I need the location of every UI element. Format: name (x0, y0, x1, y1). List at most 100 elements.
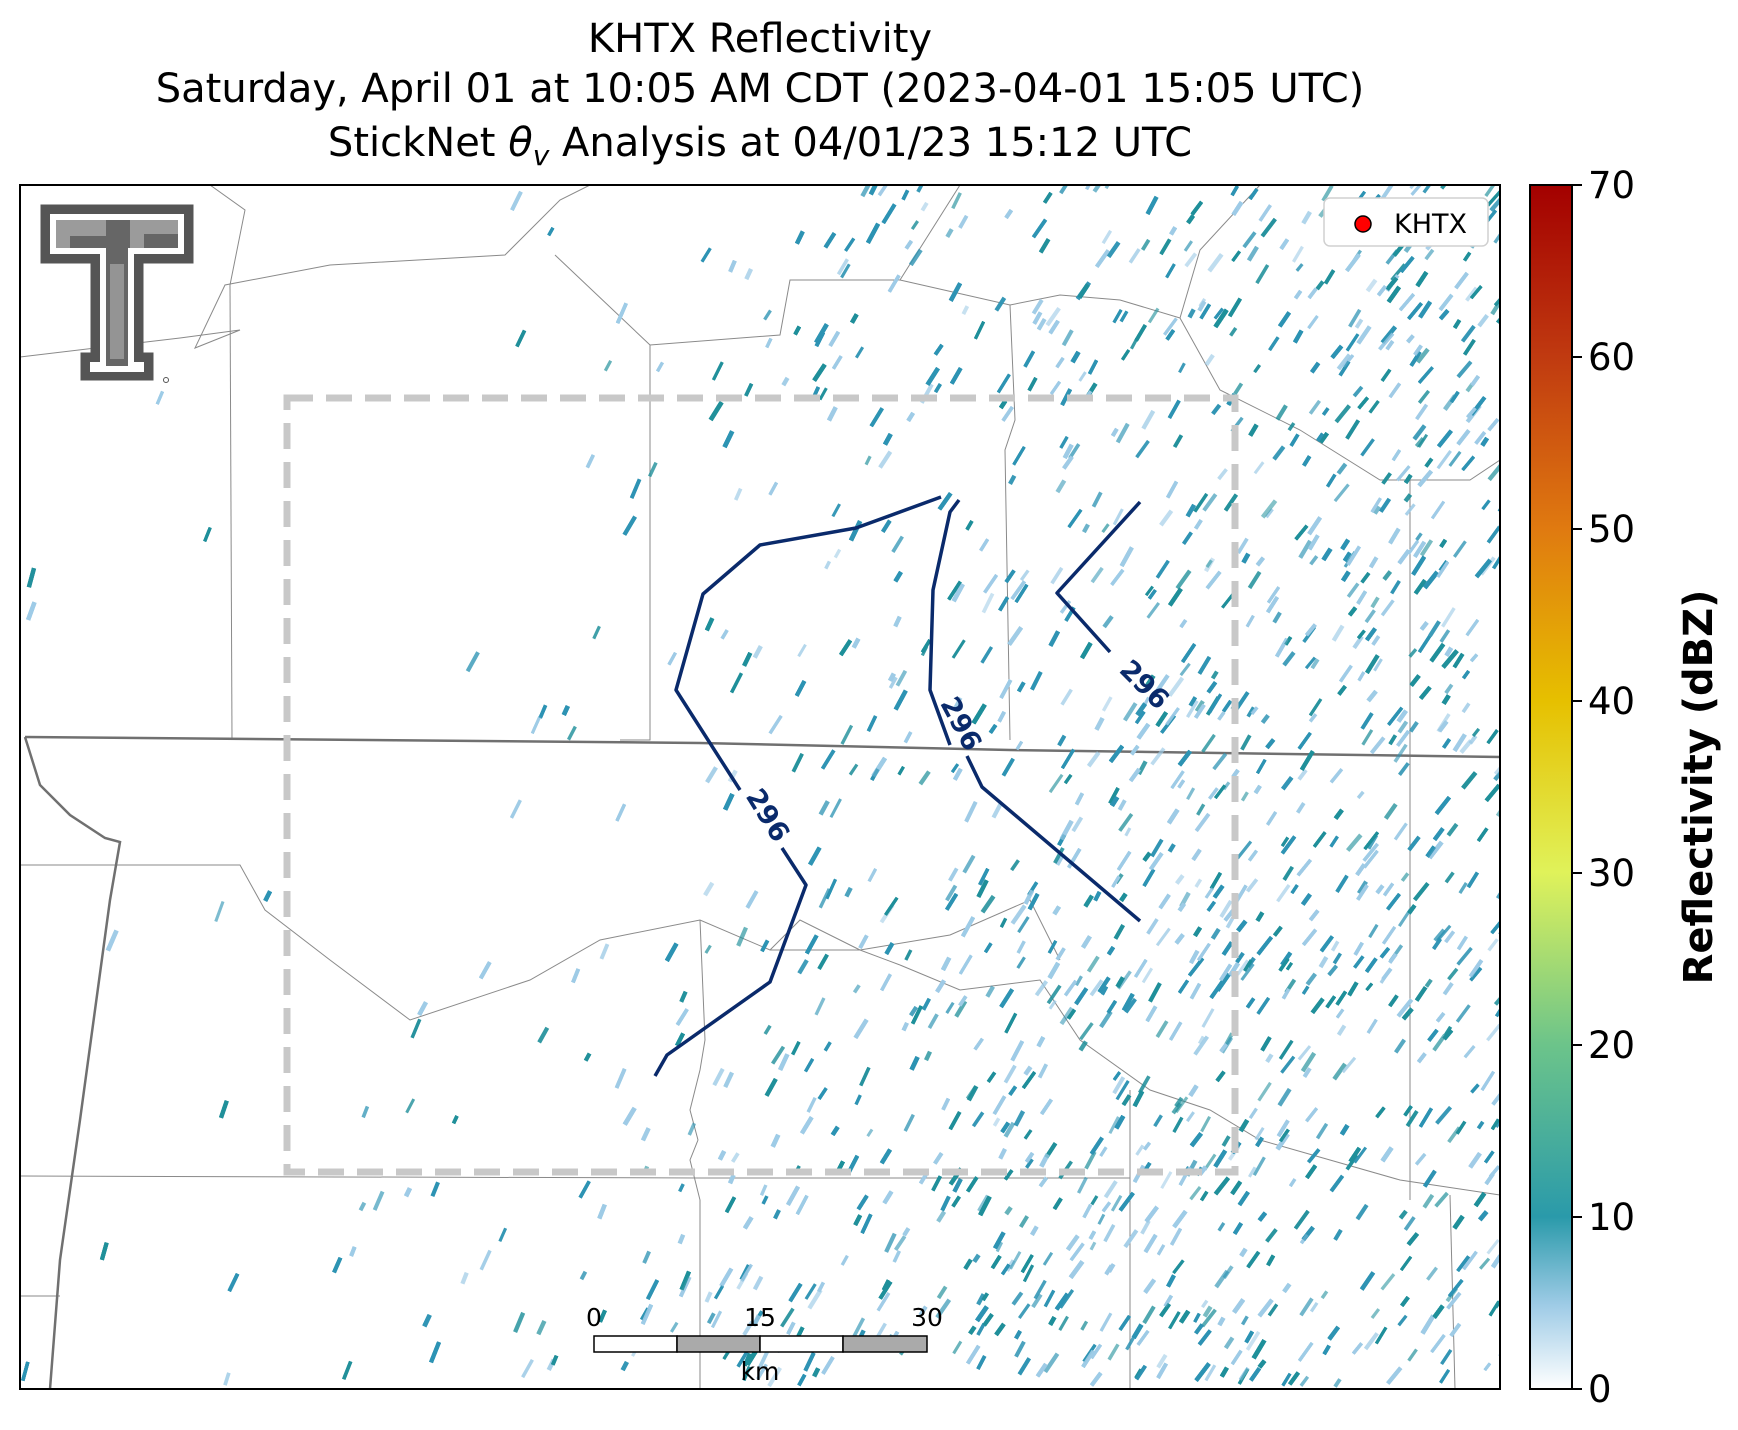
echo-gate (781, 376, 790, 387)
echo-gate (1023, 1065, 1033, 1076)
echo-gate (1365, 982, 1374, 992)
echo-gate (342, 1360, 353, 1380)
echo-gate (817, 1281, 825, 1293)
echo-gate (1444, 871, 1455, 884)
echo-gate (877, 185, 891, 197)
echo-gate (1356, 590, 1368, 605)
echo-gate (945, 1001, 955, 1014)
echo-gate (1137, 1075, 1151, 1094)
echo-gate (839, 639, 853, 657)
echo-gate (1177, 779, 1186, 789)
echo-gate (679, 1270, 691, 1291)
echo-gate (1427, 840, 1444, 860)
echo-gate (1388, 994, 1399, 1008)
echo-gate (1302, 928, 1318, 946)
echo-gate (958, 995, 968, 1007)
echo-gate (1053, 847, 1065, 864)
echo-gate (1167, 676, 1185, 697)
echo-gate (1348, 308, 1362, 328)
echo-gate (1371, 635, 1381, 646)
contour-line-center (928, 498, 961, 746)
echo-gate (848, 763, 859, 776)
echo-gate (1110, 795, 1120, 807)
echo-gate (723, 1071, 734, 1088)
scale-bar-seg-4 (842, 1335, 928, 1353)
echo-gate (1277, 311, 1291, 328)
echo-gate (1112, 1071, 1121, 1081)
echo-gate (1428, 620, 1441, 637)
echo-gate (1256, 759, 1267, 775)
echo-gate (764, 1077, 778, 1097)
echo-gate (1027, 893, 1040, 911)
echo-gate (918, 1173, 928, 1185)
echo-gate (515, 329, 527, 348)
echo-gate (1205, 559, 1213, 568)
echo-gate (1231, 250, 1241, 262)
echo-gate (884, 896, 899, 916)
echo-gate (1132, 1090, 1145, 1108)
echo-gate (812, 363, 827, 382)
echo-gate (976, 879, 989, 898)
echo-gate (1366, 689, 1378, 703)
echo-gate (1444, 683, 1454, 695)
echo-gate (854, 1094, 862, 1106)
echo-gate (1280, 836, 1290, 847)
echo-gate (1213, 1149, 1228, 1168)
echo-gate (1282, 865, 1294, 881)
echo-gate (902, 1227, 911, 1237)
echo-gate (994, 1322, 1006, 1337)
echo-gate (704, 617, 715, 632)
echo-gate (1248, 188, 1259, 200)
echo-gate (945, 228, 954, 239)
echo-gate (998, 1148, 1007, 1160)
echo-gate (1382, 570, 1393, 581)
echo-gate (831, 355, 843, 370)
echo-gate (730, 672, 743, 694)
echo-gate (1204, 1364, 1217, 1382)
echo-gate (214, 900, 225, 923)
echo-gate (1357, 396, 1369, 410)
echo-gate (1310, 361, 1321, 374)
echo-gate (1401, 1007, 1414, 1021)
echo-gate (1245, 614, 1255, 628)
echo-gate (786, 1185, 800, 1206)
echo-gate (1210, 670, 1219, 680)
echo-gate (1430, 1334, 1446, 1354)
echo-gate (1394, 1038, 1407, 1054)
echo-gate (736, 926, 748, 947)
echo-gate (1023, 1129, 1033, 1140)
echo-gate (884, 942, 895, 955)
echo-gate (1370, 1308, 1381, 1319)
echo-gate (1461, 455, 1476, 472)
echo-gate (1380, 599, 1395, 617)
echo-gate (951, 1195, 961, 1208)
echo-gate (1495, 1001, 1500, 1018)
echo-gate (1169, 226, 1178, 236)
echo-gate (1315, 280, 1325, 291)
echo-gate (537, 1026, 550, 1044)
echo-gate (1134, 1364, 1147, 1381)
echo-gate (460, 1271, 469, 1285)
echo-gate (1186, 1111, 1195, 1123)
echo-gate (1017, 916, 1030, 934)
echo-gate (918, 770, 931, 786)
echo-gate (1456, 935, 1468, 951)
echo-gate (1227, 297, 1242, 318)
echo-gate (1043, 1289, 1056, 1308)
echo-gate (1396, 730, 1410, 747)
echo-gate (26, 567, 37, 588)
echo-gate (1061, 329, 1074, 347)
echo-gate (451, 1115, 459, 1125)
echo-gate (951, 639, 966, 659)
echo-gate (1426, 1266, 1438, 1281)
echo-gate (1453, 540, 1467, 558)
echo-gate (941, 1097, 951, 1111)
echo-gate (1141, 238, 1151, 251)
echo-gate (870, 768, 880, 781)
echo-gate (1230, 1180, 1243, 1196)
echo-gate (1119, 546, 1134, 568)
echo-gate (1163, 317, 1178, 336)
echo-gate (1285, 962, 1293, 971)
echo-gate (983, 574, 999, 594)
